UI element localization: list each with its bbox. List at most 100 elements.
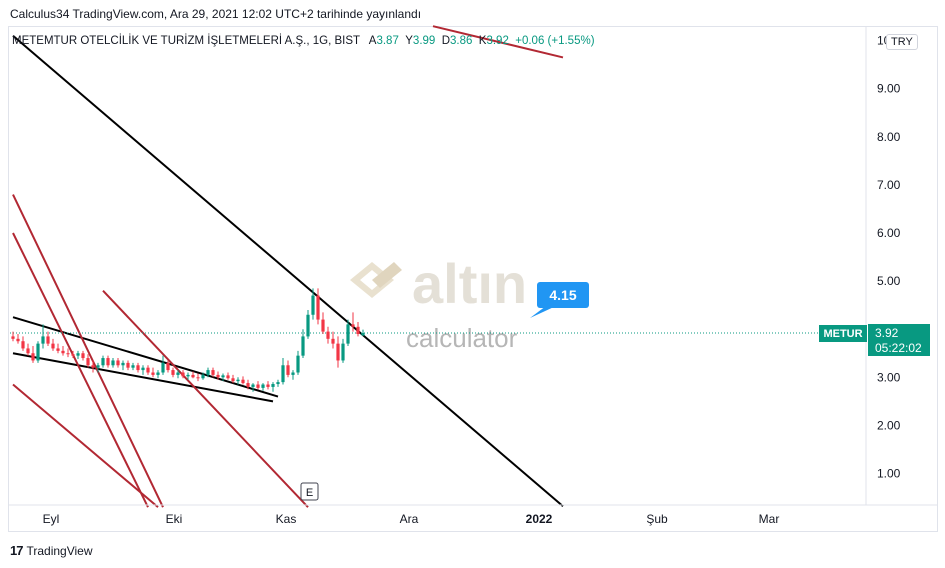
x-tick-label: Kas xyxy=(276,512,297,526)
candle-body xyxy=(311,295,315,315)
candle-body xyxy=(31,353,35,361)
candle-body xyxy=(101,358,105,366)
candle-body xyxy=(176,372,180,375)
trendline xyxy=(102,290,309,508)
candle-body xyxy=(361,333,365,336)
candle-body xyxy=(116,360,120,366)
x-tick-label: 2022 xyxy=(526,512,553,526)
candle-body xyxy=(181,372,185,377)
open-value: 3.87 xyxy=(376,35,399,47)
candle-body xyxy=(216,374,220,378)
tradingview-logo-icon: 17 xyxy=(10,543,24,558)
candle-body xyxy=(251,384,255,387)
callout-4-15: 4.15 xyxy=(530,282,589,318)
y-tick-label: 5.00 xyxy=(877,274,901,288)
candle-body xyxy=(301,336,305,356)
price-tag-price: 3.92 xyxy=(875,326,899,340)
candle-body xyxy=(16,338,20,342)
candle-body xyxy=(306,314,310,337)
candle-body xyxy=(211,370,215,375)
price-tag-ticker: METUR xyxy=(823,328,862,340)
candle-body xyxy=(136,365,140,371)
y-tick-label: 1.00 xyxy=(877,467,901,481)
currency-button[interactable]: TRY xyxy=(886,34,918,50)
trendline xyxy=(12,316,279,398)
candle-body xyxy=(66,353,70,355)
chart-frame xyxy=(8,26,938,532)
e-marker-label: E xyxy=(306,487,313,499)
candle-body xyxy=(226,375,230,379)
low-value: 3.86 xyxy=(450,35,473,47)
candle-body xyxy=(196,377,200,379)
candle-body xyxy=(266,384,270,387)
candle-body xyxy=(161,362,165,373)
candle-body xyxy=(26,348,30,354)
candle-body xyxy=(131,365,135,368)
trendline xyxy=(12,383,159,508)
candle-body xyxy=(81,353,85,359)
candle-body xyxy=(331,338,335,344)
candle-body xyxy=(76,353,80,356)
candle-body xyxy=(356,326,360,335)
candle-body xyxy=(71,354,75,356)
candle-body xyxy=(186,374,190,377)
trendline xyxy=(12,232,149,508)
trendline xyxy=(432,25,564,59)
candle-body xyxy=(151,372,155,375)
candle-body xyxy=(41,336,45,344)
x-axis: Eyl Eki Kas Ara 2022 Şub Mar xyxy=(8,504,938,526)
candle-body xyxy=(146,367,150,373)
candle-body xyxy=(141,367,145,371)
y-tick-label: 8.00 xyxy=(877,130,901,144)
candle-body xyxy=(106,358,110,366)
candle-body xyxy=(346,324,350,344)
candle-body xyxy=(201,374,205,379)
watermark-brand: altın xyxy=(412,252,527,315)
candle-body xyxy=(286,365,290,375)
watermark: altın calculator xyxy=(350,252,527,353)
trendlines xyxy=(12,25,564,508)
candle-body xyxy=(126,362,130,368)
candle-body xyxy=(291,372,295,375)
candle-body xyxy=(36,343,40,361)
low-label: D xyxy=(441,35,451,47)
y-tick-label: 7.00 xyxy=(877,178,901,192)
candle-body xyxy=(336,343,340,361)
candle-body xyxy=(51,343,55,349)
price-tag-countdown: 05:22:02 xyxy=(875,341,922,355)
candle-body xyxy=(191,374,195,378)
candle-body xyxy=(296,355,300,373)
y-tick-label: 2.00 xyxy=(877,418,901,432)
x-tick-label: Eyl xyxy=(43,512,60,526)
trendline xyxy=(12,35,564,507)
candle-body xyxy=(156,372,160,375)
candle-body xyxy=(86,358,90,366)
y-tick-label: 9.00 xyxy=(877,82,901,96)
candle-body xyxy=(271,384,275,387)
candle-body xyxy=(121,362,125,366)
symbol-legend[interactable]: METEMTUR OTELCİLİK VE TURİZM İŞLETMELERİ… xyxy=(12,35,595,47)
change-value: +0.06 (+1.55%) xyxy=(515,35,595,47)
candle-body xyxy=(46,336,50,344)
candle-body xyxy=(96,365,100,368)
close-value: 3.92 xyxy=(486,35,509,47)
candle-body xyxy=(281,365,285,383)
candle-body xyxy=(276,382,280,385)
x-tick-label: Şub xyxy=(646,512,668,526)
close-label: K xyxy=(478,35,487,47)
footer[interactable]: 17 TradingView xyxy=(10,543,93,558)
price-tag: METUR 3.92 05:22:02 xyxy=(819,324,930,356)
y-tick-label: 6.00 xyxy=(877,226,901,240)
candle-body xyxy=(231,378,235,382)
watermark-logo-icon xyxy=(350,262,402,298)
y-tick-label: 3.00 xyxy=(877,370,901,384)
e-marker[interactable]: E xyxy=(300,482,319,501)
candle-body xyxy=(11,336,15,339)
candle-body xyxy=(341,343,345,361)
candle-body xyxy=(56,348,60,351)
candle-body xyxy=(351,324,355,327)
candle-body xyxy=(256,384,260,388)
x-tick-label: Ara xyxy=(400,512,419,526)
candle-body xyxy=(166,362,170,371)
